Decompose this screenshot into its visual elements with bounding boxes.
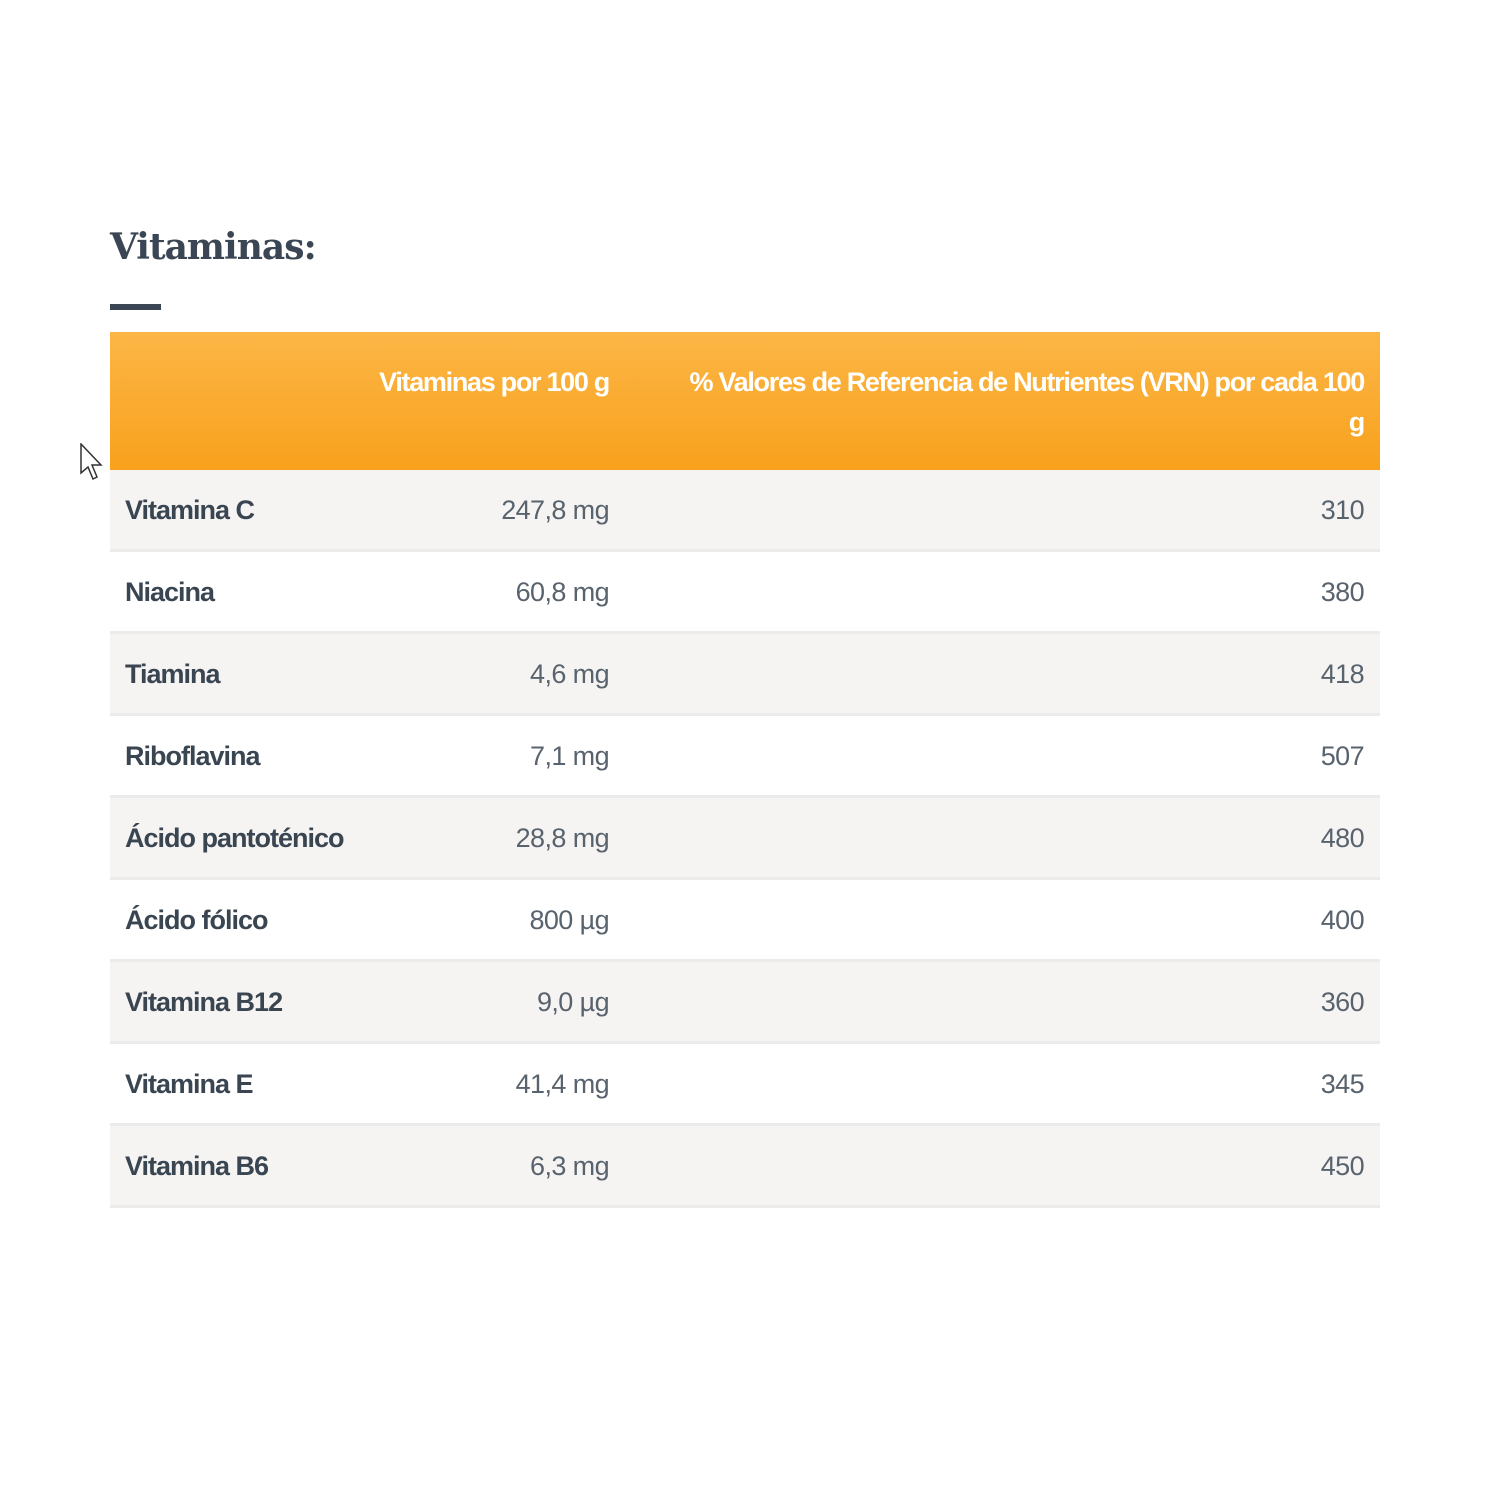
table-row: Niacina 60,8 mg 380 xyxy=(110,550,1380,634)
nutrient-amount: 41,4 mg xyxy=(362,1042,625,1126)
nutrient-name: Vitamina B12 xyxy=(110,960,362,1044)
nutrient-vrn: 480 xyxy=(625,796,1380,880)
nutrient-name: Riboflavina xyxy=(110,714,362,798)
mouse-cursor-icon xyxy=(80,443,103,481)
nutrient-vrn: 450 xyxy=(625,1124,1380,1208)
table-row: Vitamina C 247,8 mg 310 xyxy=(110,470,1380,552)
nutrient-amount: 6,3 mg xyxy=(362,1124,625,1208)
nutrient-vrn: 345 xyxy=(625,1042,1380,1126)
header-amount: Vitaminas por 100 g xyxy=(379,367,610,397)
vitamins-table: Vitaminas por 100 g % Valores de Referen… xyxy=(110,332,1380,1208)
nutrient-name: Ácido fólico xyxy=(110,878,362,962)
nutrient-amount: 60,8 mg xyxy=(362,550,625,634)
table-row: Vitamina B6 6,3 mg 450 xyxy=(110,1124,1380,1208)
nutrient-amount: 28,8 mg xyxy=(362,796,625,880)
nutrient-vrn: 507 xyxy=(625,714,1380,798)
header-vrn: % Valores de Referencia de Nutrientes (V… xyxy=(689,367,1366,437)
table-row: Vitamina B12 9,0 µg 360 xyxy=(110,960,1380,1044)
table-row: Riboflavina 7,1 mg 507 xyxy=(110,714,1380,798)
nutrient-name: Niacina xyxy=(110,550,362,634)
nutrient-vrn: 380 xyxy=(625,550,1380,634)
header-nutrient xyxy=(110,332,362,470)
table-header-row: Vitaminas por 100 g % Valores de Referen… xyxy=(110,332,1380,470)
nutrient-vrn: 310 xyxy=(625,470,1380,552)
nutrient-amount: 7,1 mg xyxy=(362,714,625,798)
nutrient-vrn: 418 xyxy=(625,632,1380,716)
table-row: Tiamina 4,6 mg 418 xyxy=(110,632,1380,716)
nutrient-amount: 800 µg xyxy=(362,878,625,962)
nutrient-amount: 4,6 mg xyxy=(362,632,625,716)
nutrient-name: Vitamina B6 xyxy=(110,1124,362,1208)
nutrient-vrn: 400 xyxy=(625,878,1380,962)
title-underline xyxy=(110,304,161,310)
table-row: Ácido fólico 800 µg 400 xyxy=(110,878,1380,962)
nutrient-name: Vitamina E xyxy=(110,1042,362,1126)
nutrient-vrn: 360 xyxy=(625,960,1380,1044)
table-row: Vitamina E 41,4 mg 345 xyxy=(110,1042,1380,1126)
nutrient-name: Vitamina C xyxy=(110,470,362,552)
table-row: Ácido pantoténico 28,8 mg 480 xyxy=(110,796,1380,880)
nutrient-amount: 247,8 mg xyxy=(362,470,625,552)
section-title: Vitaminas: xyxy=(110,226,317,268)
nutrient-amount: 9,0 µg xyxy=(362,960,625,1044)
nutrient-name: Tiamina xyxy=(110,632,362,716)
nutrient-name: Ácido pantoténico xyxy=(110,796,362,880)
